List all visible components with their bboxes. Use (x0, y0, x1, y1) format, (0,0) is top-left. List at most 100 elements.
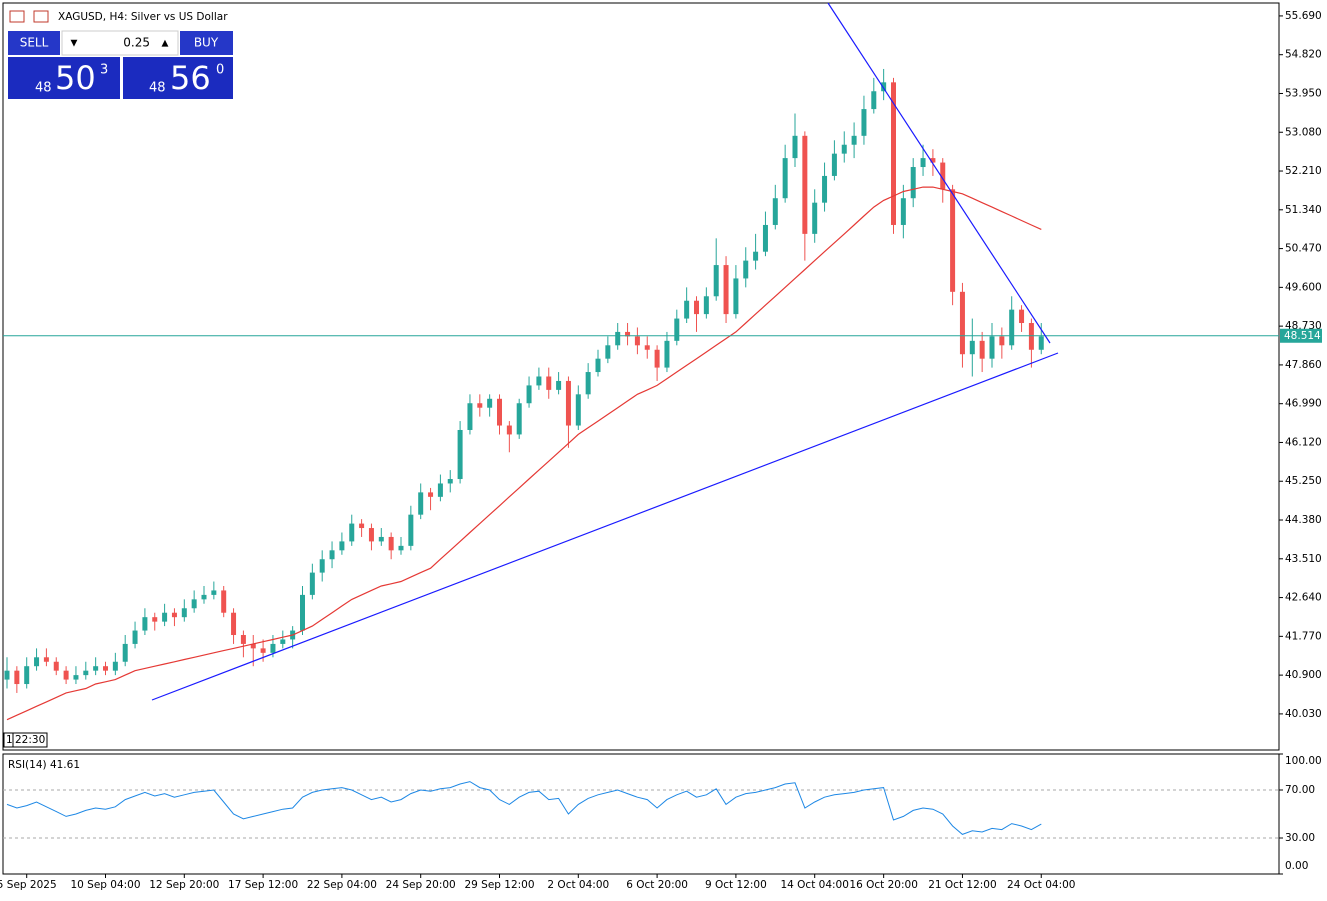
rsi-panel (2, 753, 1280, 875)
y-tick-label: 46.990 (1285, 398, 1322, 410)
candle-body (211, 590, 217, 595)
candle-body (536, 376, 542, 386)
candle-body (1028, 323, 1034, 350)
x-tick-label: 24 Oct 04:00 (1007, 879, 1075, 891)
rsi-line (6, 781, 1042, 835)
candle-body (4, 670, 10, 680)
candle-body (841, 144, 847, 154)
y-tick-label: 40.030 (1285, 708, 1322, 720)
candle-body (132, 630, 138, 644)
volume-box[interactable] (61, 30, 179, 56)
y-tick-label: 45.250 (1285, 475, 1322, 487)
y-tick-label: 42.640 (1285, 592, 1322, 604)
candle-body (152, 617, 158, 622)
y-tick-label: 46.120 (1285, 436, 1322, 448)
candle-body (831, 153, 837, 176)
candle-body (979, 340, 985, 359)
candle-body (703, 296, 709, 315)
candle-body (93, 666, 99, 671)
y-tick-label: 50.470 (1285, 243, 1322, 255)
candle-body (457, 429, 463, 480)
candle-body (595, 358, 601, 373)
current-price-tag (1280, 328, 1322, 343)
volume-down[interactable]: ▼ (71, 39, 78, 49)
candle-body (1038, 336, 1044, 350)
candle-body (762, 224, 768, 252)
candle-body (388, 536, 394, 551)
candle-body (664, 340, 670, 368)
x-tick-label: 24 Sep 20:00 (386, 879, 456, 891)
candle-body (378, 536, 384, 542)
y-tick-label: 55.690 (1285, 10, 1322, 22)
candle-body (772, 198, 778, 225)
candle-body (162, 612, 168, 622)
y-tick-label: 51.340 (1285, 204, 1322, 216)
x-tick-label: 5 Sep 2025 (0, 879, 57, 891)
candle-body (447, 479, 453, 484)
x-tick-label: 21 Oct 12:00 (928, 879, 996, 891)
chart-title: XAGUSD, H4: Silver vs US Dollar (58, 11, 228, 23)
x-tick-label: 14 Oct 04:00 (780, 879, 848, 891)
x-tick-label: 29 Sep 12:00 (464, 879, 534, 891)
y-tick-label: 43.510 (1285, 553, 1322, 565)
candle-body (73, 675, 79, 680)
candle-body (309, 572, 315, 595)
rsi-title: RSI(14) 41.61 (8, 759, 80, 771)
candle-body (83, 670, 89, 676)
sell-price-main: 50 (55, 59, 96, 97)
icon-menu[interactable] (9, 10, 25, 23)
sell-price-box[interactable] (8, 57, 120, 99)
candle-body (861, 109, 867, 136)
trendline-support (151, 352, 1059, 701)
candle-body (398, 545, 404, 551)
candle-body (142, 617, 148, 631)
cursor-time-box (12, 732, 48, 748)
candle-body (250, 643, 256, 649)
candle-body (753, 251, 759, 261)
candle-body (871, 91, 877, 110)
candle-body (585, 372, 591, 395)
buy-button[interactable] (180, 31, 233, 55)
candle-body (969, 340, 975, 355)
sell-price-small: 3 (100, 63, 108, 78)
candle-body (713, 265, 719, 297)
candle-body (605, 345, 611, 359)
candle-body (368, 528, 374, 542)
y-tick-label: 53.950 (1285, 87, 1322, 99)
y-tick-label: 54.820 (1285, 49, 1322, 61)
y-tick-label: 30.00 (1285, 832, 1315, 844)
candle-body (1009, 309, 1015, 346)
candle-body (822, 175, 828, 203)
candle-body (487, 398, 493, 408)
candle-body (359, 523, 365, 529)
buy-price-small: 0 (216, 63, 224, 78)
x-tick-label: 17 Sep 12:00 (228, 879, 298, 891)
buy-price-big: 48 (149, 81, 166, 96)
candle-body (171, 612, 177, 618)
candle-body (467, 403, 473, 430)
candle-body (723, 265, 729, 315)
y-tick-label: 44.380 (1285, 514, 1322, 526)
candle-body (1019, 309, 1025, 324)
y-tick-label: 49.600 (1285, 281, 1322, 293)
candle-body (615, 331, 621, 346)
y-tick-label: 100.00 (1285, 755, 1322, 767)
candle-body (240, 635, 246, 644)
candle-body (319, 559, 325, 573)
candle-body (900, 198, 906, 225)
candle-body (743, 260, 749, 279)
plot-layer (3, 68, 1279, 839)
candle-body (260, 648, 266, 653)
buy-price-box[interactable] (123, 57, 233, 99)
sell-button[interactable] (8, 31, 60, 55)
candle-body (910, 167, 916, 199)
volume-up[interactable]: ▲ (162, 39, 169, 49)
icon-chart[interactable] (33, 10, 49, 23)
candle-body (339, 541, 345, 551)
candle-body (674, 318, 680, 341)
candle-body (625, 331, 631, 337)
candle-body (270, 643, 276, 653)
candle-body (940, 162, 946, 190)
x-tick-label: 6 Oct 20:00 (626, 879, 688, 891)
